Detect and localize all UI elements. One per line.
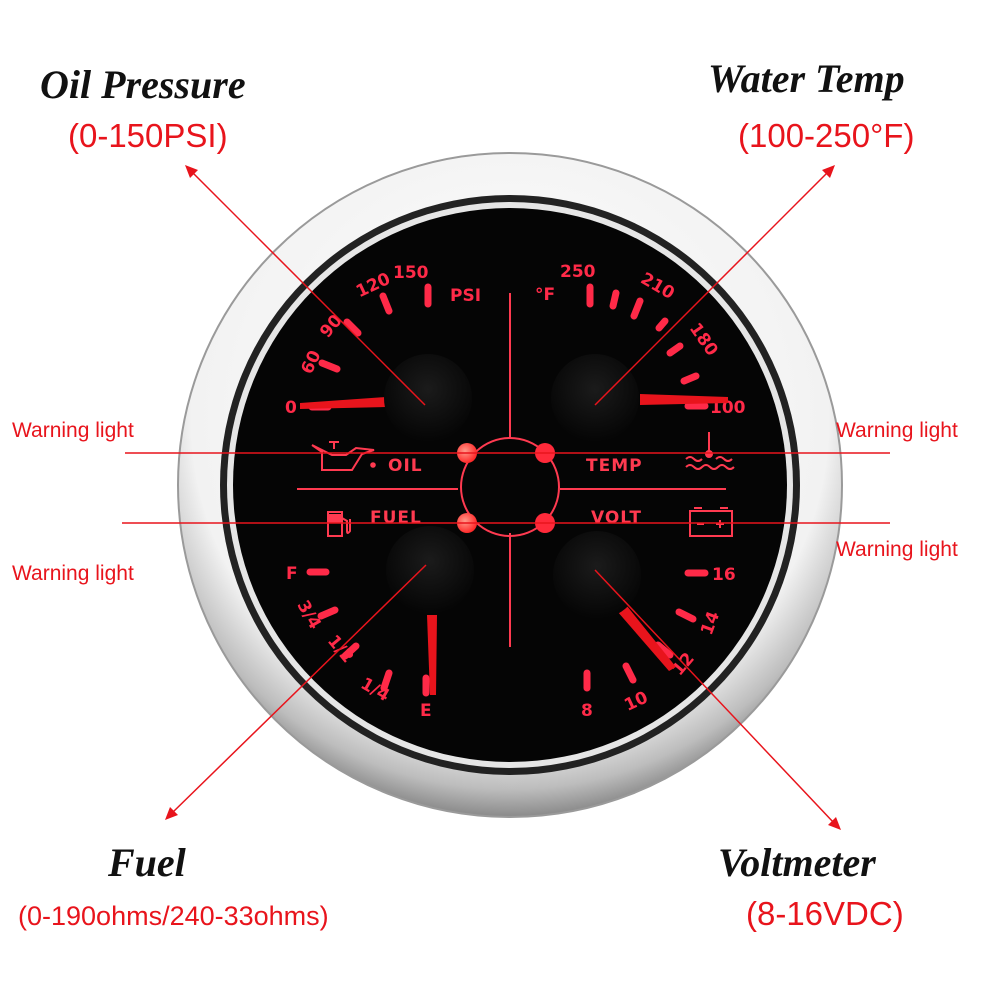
oil-label: OIL bbox=[388, 456, 423, 476]
volt-needle-cap bbox=[553, 531, 641, 619]
oil-needle bbox=[300, 397, 386, 409]
water-temp-title: Water Temp bbox=[708, 56, 905, 101]
voltmeter-range: (8-16VDC) bbox=[746, 895, 904, 932]
temp-label: TEMP bbox=[586, 456, 643, 476]
fuel-tick-e: E bbox=[420, 701, 432, 721]
warning-light-label-temp: Warning light bbox=[836, 419, 958, 442]
volt-label: VOLT bbox=[591, 508, 642, 528]
fuel-title: Fuel bbox=[107, 840, 187, 885]
oil-pressure-range: (0-150PSI) bbox=[68, 117, 228, 154]
gauge-face bbox=[233, 208, 787, 762]
oil-can-icon bbox=[311, 441, 376, 471]
volt-needle bbox=[617, 606, 676, 671]
oil-pressure-title: Oil Pressure bbox=[40, 62, 246, 107]
voltmeter-title: Voltmeter bbox=[718, 840, 876, 885]
water-temp-range: (100-250°F) bbox=[738, 117, 914, 154]
oil-needle-cap bbox=[384, 354, 472, 442]
oil-tick-150: 150 bbox=[393, 263, 429, 283]
warning-light-label-oil: Warning light bbox=[12, 419, 134, 442]
fuel-range: (0-190ohms/240-33ohms) bbox=[18, 901, 329, 931]
face-dividers bbox=[297, 293, 726, 647]
volt-tick-8: 8 bbox=[581, 701, 593, 721]
chrome-bezel bbox=[177, 152, 843, 818]
temp-unit: °F bbox=[535, 285, 555, 305]
annotation-lines bbox=[122, 165, 890, 830]
temp-needle-cap bbox=[551, 354, 639, 442]
fuel-label: FUEL bbox=[370, 508, 422, 528]
temp-needle bbox=[640, 394, 728, 405]
oil-unit: PSI bbox=[450, 286, 481, 306]
fuel-tick-f: F bbox=[286, 564, 298, 584]
warning-light-label-fuel: Warning light bbox=[12, 562, 134, 585]
oil-tick-0: 0 bbox=[285, 398, 297, 418]
temp-tick-250: 250 bbox=[560, 262, 596, 282]
coolant-temp-icon bbox=[685, 432, 735, 470]
fuel-pump-icon bbox=[327, 511, 351, 537]
warning-light-label-volt: Warning light bbox=[836, 538, 958, 561]
fuel-needle bbox=[427, 615, 437, 695]
volt-tick-16: 16 bbox=[712, 565, 736, 585]
fuel-needle-cap bbox=[386, 526, 474, 614]
